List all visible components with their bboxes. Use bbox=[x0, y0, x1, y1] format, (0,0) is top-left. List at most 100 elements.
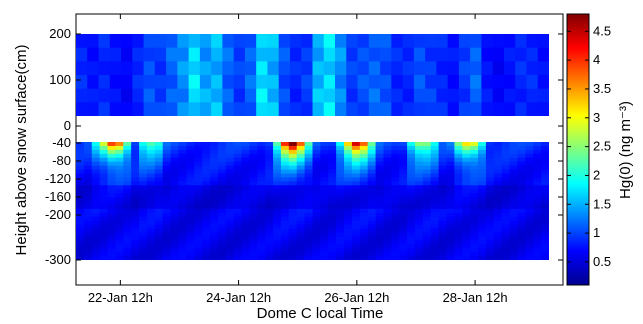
heat-cell bbox=[462, 165, 471, 171]
heat-cell bbox=[166, 102, 178, 116]
heat-cell bbox=[257, 165, 266, 171]
heat-cell bbox=[346, 102, 359, 116]
heat-cell bbox=[383, 189, 392, 194]
heat-cell bbox=[503, 102, 516, 116]
heat-cell bbox=[485, 161, 495, 167]
heat-cell bbox=[375, 197, 385, 202]
heat-cell bbox=[462, 185, 471, 190]
heat-cell bbox=[91, 189, 101, 194]
heat-cell bbox=[131, 181, 140, 186]
heat-cell bbox=[422, 244, 432, 249]
heat-cell bbox=[478, 197, 487, 202]
heat-cell bbox=[280, 201, 290, 206]
heat-cell bbox=[493, 232, 503, 237]
heat-cell bbox=[115, 244, 124, 249]
heat-cell bbox=[485, 220, 495, 226]
heat-cell bbox=[312, 185, 321, 190]
heat-cell bbox=[288, 240, 298, 245]
heat-cell bbox=[241, 161, 251, 167]
heat-cell bbox=[344, 181, 353, 186]
heat-cell bbox=[217, 212, 227, 218]
heat-cell bbox=[265, 189, 274, 194]
heat-cell bbox=[217, 244, 227, 249]
heat-cell bbox=[107, 224, 117, 230]
heat-cell bbox=[391, 240, 400, 245]
heat-cell bbox=[478, 169, 487, 175]
heat-cell bbox=[328, 177, 337, 182]
heat-cell bbox=[391, 244, 400, 249]
heat-cell bbox=[414, 197, 424, 202]
heat-cell bbox=[383, 185, 392, 190]
heat-cell bbox=[143, 102, 156, 116]
heat-cell bbox=[399, 181, 408, 186]
heat-cell bbox=[320, 204, 329, 210]
heat-cell bbox=[170, 161, 180, 167]
heat-cell bbox=[493, 252, 503, 257]
heat-cell bbox=[194, 149, 203, 155]
heat-cell bbox=[115, 189, 124, 194]
heat-cell bbox=[312, 173, 321, 178]
heat-cell bbox=[367, 145, 377, 151]
heat-cell bbox=[301, 34, 314, 49]
heat-cell bbox=[438, 212, 448, 218]
heat-cell bbox=[391, 197, 400, 202]
heat-cell bbox=[336, 177, 345, 182]
heat-cell bbox=[438, 181, 448, 186]
heat-cell bbox=[391, 169, 400, 175]
heat-cell bbox=[296, 157, 306, 163]
heat-cell bbox=[225, 145, 235, 151]
heat-cell bbox=[186, 197, 195, 202]
heat-cell bbox=[154, 224, 164, 230]
heat-cell bbox=[399, 232, 408, 237]
heat-cell bbox=[131, 157, 140, 163]
heat-cell bbox=[257, 232, 266, 237]
heat-cell bbox=[83, 165, 93, 171]
heat-cell bbox=[178, 181, 187, 186]
heat-cell bbox=[98, 75, 111, 90]
heat-cell bbox=[257, 224, 266, 230]
heat-cell bbox=[170, 165, 180, 171]
heat-cell bbox=[115, 177, 124, 182]
heat-cell bbox=[515, 102, 528, 116]
heat-cell bbox=[454, 232, 463, 237]
heat-cell bbox=[265, 216, 274, 222]
heat-cell bbox=[304, 212, 314, 218]
heat-cell bbox=[493, 157, 503, 163]
heat-cell bbox=[446, 204, 455, 210]
heat-cell bbox=[501, 204, 511, 210]
heat-cell bbox=[517, 252, 526, 257]
heat-cell bbox=[288, 145, 298, 151]
heat-cell bbox=[87, 61, 100, 76]
heat-cell bbox=[446, 185, 455, 190]
heat-cell bbox=[413, 47, 426, 62]
heat-cell bbox=[217, 201, 227, 206]
heat-cell bbox=[533, 185, 542, 190]
heat-cell bbox=[541, 216, 549, 222]
heat-cell bbox=[407, 189, 416, 194]
heat-cell bbox=[178, 173, 187, 178]
heat-cell bbox=[533, 212, 542, 218]
heat-cell bbox=[481, 61, 494, 76]
heat-cell bbox=[407, 224, 416, 230]
heat-cell bbox=[210, 169, 219, 175]
heat-cell bbox=[323, 34, 336, 49]
heat-cell bbox=[430, 248, 440, 253]
heat-cell bbox=[399, 204, 408, 210]
heat-cell bbox=[454, 142, 463, 147]
heat-cell bbox=[541, 169, 549, 175]
heat-cell bbox=[210, 173, 219, 178]
heat-cell bbox=[413, 102, 426, 116]
heat-cell bbox=[249, 193, 258, 198]
heat-cell bbox=[178, 161, 187, 167]
heat-cell bbox=[115, 236, 124, 241]
heat-cell bbox=[288, 256, 298, 260]
heat-cell bbox=[383, 204, 392, 210]
heat-cell bbox=[312, 161, 321, 167]
heat-cell bbox=[336, 240, 345, 245]
heat-cell bbox=[312, 169, 321, 175]
heat-cell bbox=[485, 173, 495, 178]
heat-cell bbox=[194, 157, 203, 163]
heat-cell bbox=[525, 252, 534, 257]
heat-cell bbox=[320, 224, 329, 230]
heat-cell bbox=[139, 185, 148, 190]
